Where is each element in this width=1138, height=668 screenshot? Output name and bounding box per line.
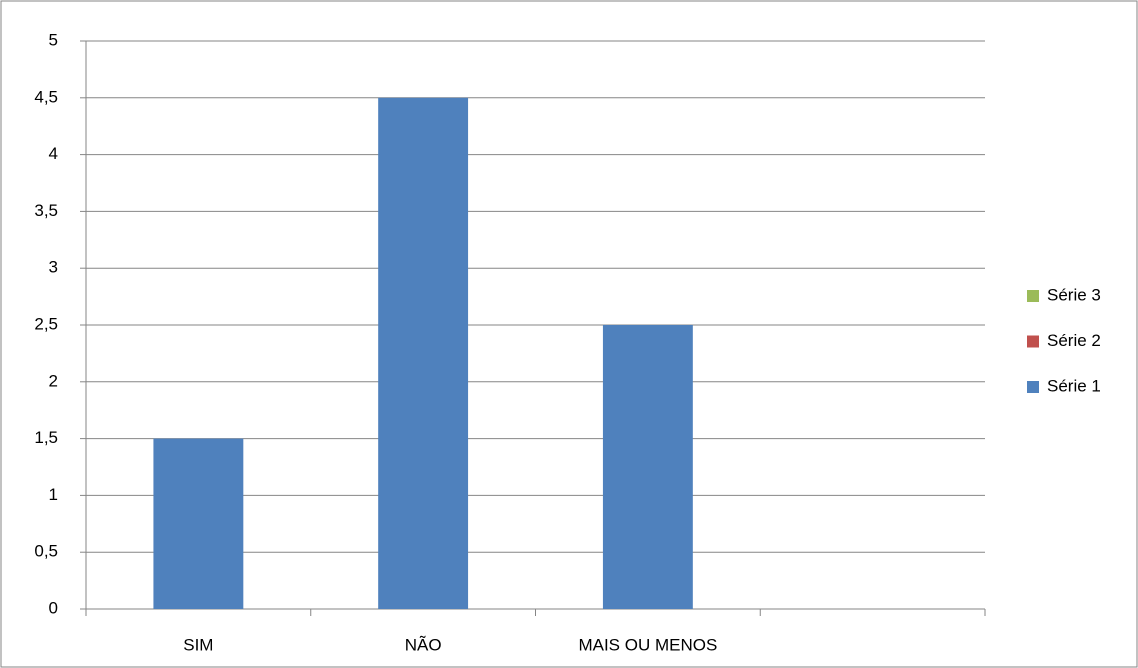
legend-swatch bbox=[1027, 381, 1039, 393]
y-tick-label: 3,5 bbox=[34, 201, 58, 220]
y-tick-label: 4 bbox=[49, 144, 58, 163]
x-tick-label: SIM bbox=[183, 635, 213, 654]
x-tick-label: MAIS OU MENOS bbox=[578, 635, 717, 654]
y-tick-label: 2,5 bbox=[34, 314, 58, 333]
legend-label: Série 3 bbox=[1047, 285, 1101, 304]
legend-swatch bbox=[1027, 335, 1039, 348]
bar bbox=[153, 438, 244, 609]
y-tick-label: 1 bbox=[49, 485, 58, 504]
y-tick-label: 0 bbox=[49, 598, 58, 617]
bar bbox=[602, 325, 693, 609]
y-tick-label: 4,5 bbox=[34, 87, 58, 106]
y-tick-label: 3 bbox=[49, 258, 58, 277]
x-tick-label: NÃO bbox=[405, 635, 442, 654]
legend-label: Série 2 bbox=[1047, 331, 1101, 350]
legend-swatch bbox=[1027, 290, 1039, 302]
legend-label: Série 1 bbox=[1047, 376, 1101, 395]
y-tick-label: 5 bbox=[49, 30, 58, 49]
y-tick-label: 0,5 bbox=[34, 542, 58, 561]
bar bbox=[378, 97, 469, 610]
y-tick-label: 2 bbox=[49, 371, 58, 390]
y-tick-label: 1,5 bbox=[34, 428, 58, 447]
